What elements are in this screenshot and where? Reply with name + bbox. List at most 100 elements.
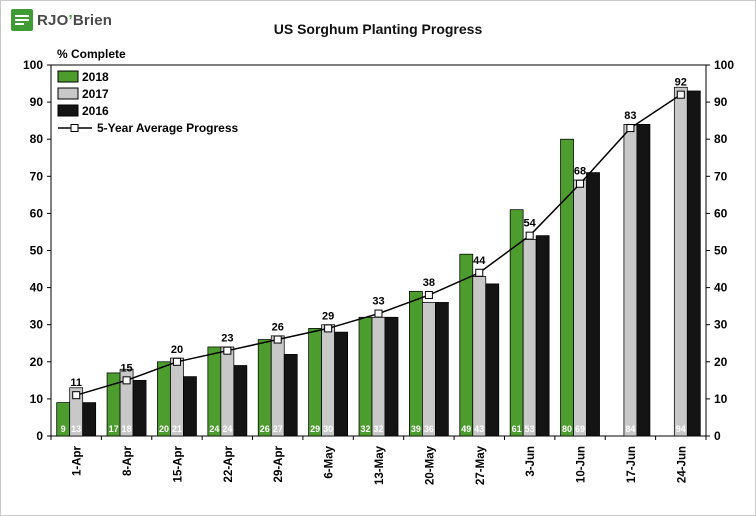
avg-value-label: 15 bbox=[120, 362, 132, 374]
x-axis-label: 3-Jun bbox=[525, 446, 537, 477]
chart-title: US Sorghum Planting Progress bbox=[273, 21, 483, 37]
avg-line-marker bbox=[475, 268, 484, 277]
bar-value-label: 30 bbox=[323, 424, 333, 434]
y-axis-tick-label-left: 20 bbox=[30, 355, 44, 369]
avg-value-label: 33 bbox=[372, 296, 384, 308]
bar-value-label: 9 bbox=[61, 424, 66, 434]
bar-value-label: 17 bbox=[109, 424, 119, 434]
x-axis-label: 6-May bbox=[324, 445, 336, 478]
bar-2018-22-Apr bbox=[207, 346, 222, 437]
y-axis-tick-label-right: 70 bbox=[714, 169, 728, 183]
avg-line-marker bbox=[676, 90, 685, 99]
bar-value-label: 69 bbox=[575, 424, 585, 434]
bar-2016-13-May bbox=[384, 316, 399, 437]
avg-value-label: 23 bbox=[221, 333, 233, 345]
brand-apostrophe: ’ bbox=[68, 11, 73, 29]
bar-2018-13-May bbox=[358, 316, 373, 437]
bar-2018-6-May bbox=[308, 328, 322, 437]
bar-2016-6-May bbox=[334, 331, 348, 437]
bar-2018-27-May bbox=[459, 253, 474, 437]
bar-value-label: 26 bbox=[260, 424, 270, 434]
x-axis-label: 10-Jun bbox=[576, 446, 588, 483]
x-axis-label: 15-Apr bbox=[172, 445, 184, 482]
bar-2018-20-May bbox=[409, 290, 423, 437]
bar-value-label: 94 bbox=[676, 424, 686, 434]
bar-value-label: 21 bbox=[172, 424, 182, 434]
legend-swatch-2017 bbox=[57, 87, 79, 100]
brand-name: RJO’Brien bbox=[37, 11, 113, 29]
bar-value-label: 84 bbox=[625, 424, 635, 434]
bar-2016-27-May bbox=[485, 283, 500, 437]
bar-2016-20-May bbox=[435, 302, 449, 437]
avg-line-marker bbox=[72, 391, 81, 400]
bar-value-label: 32 bbox=[360, 424, 370, 434]
y-axis-tick-label-right: 80 bbox=[714, 132, 728, 146]
bar-2018-29-Apr bbox=[257, 339, 272, 437]
bar-2017-6-May bbox=[321, 324, 335, 437]
bar-2016-1-Apr bbox=[82, 402, 97, 437]
bar-2016-29-Apr bbox=[283, 354, 298, 437]
y-axis-tick-label-right: 40 bbox=[714, 281, 728, 295]
avg-line-marker bbox=[424, 291, 433, 300]
x-axis-label: 27-May bbox=[475, 445, 487, 485]
avg-line-marker bbox=[525, 231, 534, 240]
x-axis-label: 24-Jun bbox=[676, 446, 688, 483]
bar-2016-3-Jun bbox=[535, 235, 550, 437]
avg-line-marker bbox=[576, 179, 585, 188]
bar-value-label: 24 bbox=[209, 424, 219, 434]
y-axis-tick-label-right: 20 bbox=[714, 355, 728, 369]
avg-value-label: 92 bbox=[675, 77, 687, 89]
legend-swatch-2018 bbox=[57, 70, 79, 83]
bar-2016-15-Apr bbox=[183, 376, 197, 437]
bar-2017-3-Jun bbox=[522, 238, 537, 437]
bar-value-label: 80 bbox=[562, 424, 572, 434]
avg-value-label: 29 bbox=[322, 310, 334, 322]
x-axis-label: 20-May bbox=[424, 445, 436, 485]
y-axis-tick-label-right: 50 bbox=[714, 244, 728, 258]
bar-2017-17-Jun bbox=[623, 123, 638, 437]
bar-value-label: 18 bbox=[122, 424, 132, 434]
bar-value-label: 24 bbox=[222, 424, 232, 434]
x-axis-label: 8-Apr bbox=[122, 445, 134, 476]
y-axis-tick-label-right: 100 bbox=[714, 58, 734, 72]
bar-2018-10-Jun bbox=[560, 138, 574, 437]
bar-2017-10-Jun bbox=[573, 179, 587, 437]
y-axis-tick-label-right: 0 bbox=[714, 429, 721, 443]
y-axis-tick-label-right: 60 bbox=[714, 206, 728, 220]
bar-2017-27-May bbox=[472, 276, 487, 437]
x-axis-label: 1-Apr bbox=[72, 445, 84, 476]
bar-2016-17-Jun bbox=[636, 123, 651, 437]
avg-line-marker bbox=[273, 335, 282, 344]
bar-2017-22-Apr bbox=[220, 346, 235, 437]
bar-value-label: 43 bbox=[474, 424, 484, 434]
bar-value-label: 32 bbox=[373, 424, 383, 434]
bar-value-label: 13 bbox=[71, 424, 81, 434]
avg-value-label: 11 bbox=[70, 377, 82, 389]
brand-logo: RJO’Brien bbox=[11, 9, 112, 31]
y-axis-tick-label-left: 60 bbox=[30, 206, 44, 220]
y-axis-tick-label-left: 50 bbox=[30, 244, 44, 258]
bar-2017-20-May bbox=[422, 302, 436, 437]
y-axis-tick-label-left: 90 bbox=[30, 95, 44, 109]
avg-value-label: 68 bbox=[574, 166, 586, 178]
y-axis-title: % Complete bbox=[57, 47, 126, 61]
brand-logo-icon bbox=[11, 9, 33, 31]
y-axis-tick-label-left: 70 bbox=[30, 169, 44, 183]
y-axis-tick-label-left: 80 bbox=[30, 132, 44, 146]
x-axis-label: 22-Apr bbox=[223, 445, 235, 482]
bar-value-label: 36 bbox=[424, 424, 434, 434]
legend-label-2017: 2017 bbox=[82, 87, 109, 101]
bar-2018-3-Jun bbox=[509, 209, 524, 437]
bar-2016-24-Jun bbox=[686, 90, 701, 437]
bar-value-label: 20 bbox=[159, 424, 169, 434]
bar-value-label: 49 bbox=[461, 424, 471, 434]
legend-swatch-2016 bbox=[57, 104, 79, 117]
legend-label-2016: 2016 bbox=[82, 104, 109, 118]
bar-2017-29-Apr bbox=[270, 335, 285, 437]
legend-label-avg-line: 5-Year Average Progress bbox=[97, 121, 239, 135]
x-axis-label: 29-Apr bbox=[273, 445, 285, 482]
bar-2016-8-Apr bbox=[132, 379, 147, 437]
avg-line-marker bbox=[122, 376, 131, 385]
